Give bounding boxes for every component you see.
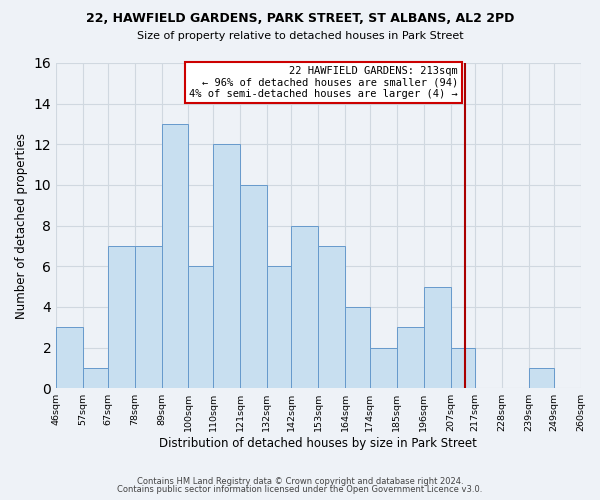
Bar xyxy=(213,144,240,388)
X-axis label: Distribution of detached houses by size in Park Street: Distribution of detached houses by size … xyxy=(160,437,477,450)
Bar xyxy=(267,266,292,388)
Text: 22 HAWFIELD GARDENS: 213sqm
← 96% of detached houses are smaller (94)
4% of semi: 22 HAWFIELD GARDENS: 213sqm ← 96% of det… xyxy=(189,66,458,99)
Text: Size of property relative to detached houses in Park Street: Size of property relative to detached ho… xyxy=(137,31,463,41)
Bar xyxy=(161,124,188,388)
Text: Contains public sector information licensed under the Open Government Licence v3: Contains public sector information licen… xyxy=(118,485,482,494)
Bar xyxy=(529,368,554,388)
Bar xyxy=(581,348,600,388)
Bar xyxy=(370,348,397,388)
Bar xyxy=(56,327,83,388)
Text: Contains HM Land Registry data © Crown copyright and database right 2024.: Contains HM Land Registry data © Crown c… xyxy=(137,477,463,486)
Bar xyxy=(319,246,345,388)
Bar xyxy=(292,226,319,388)
Bar xyxy=(397,327,424,388)
Text: 22, HAWFIELD GARDENS, PARK STREET, ST ALBANS, AL2 2PD: 22, HAWFIELD GARDENS, PARK STREET, ST AL… xyxy=(86,12,514,26)
Bar xyxy=(240,185,267,388)
Bar xyxy=(107,246,134,388)
Bar xyxy=(451,348,475,388)
Y-axis label: Number of detached properties: Number of detached properties xyxy=(15,132,28,318)
Bar xyxy=(134,246,161,388)
Bar xyxy=(83,368,107,388)
Bar xyxy=(345,307,370,388)
Bar xyxy=(424,286,451,388)
Bar xyxy=(188,266,213,388)
